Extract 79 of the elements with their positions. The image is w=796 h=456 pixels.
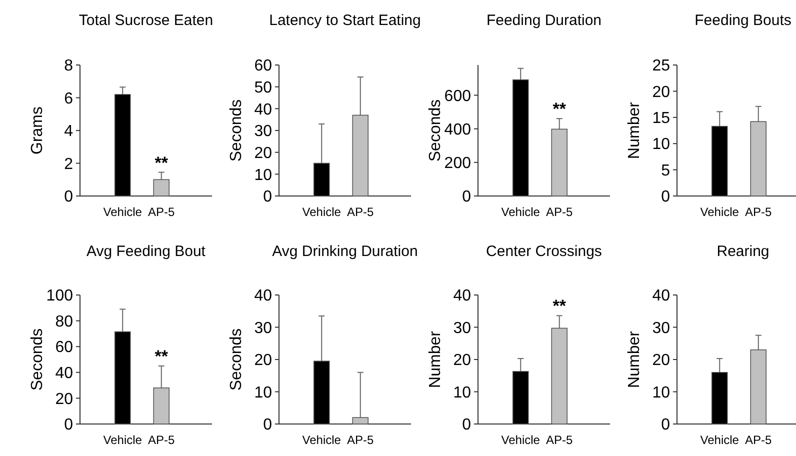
y-tick-label: 20 [254,352,272,370]
y-tick-label: 0 [263,188,272,206]
y-tick-label: 30 [652,320,670,337]
y-tick-label: 8 [64,58,74,75]
x-tick-label: AP-5 [745,433,772,447]
y-tick-label: 100 [46,288,74,305]
y-tick-label: 80 [55,313,74,330]
x-tick-label: Vehicle [700,433,740,447]
y-tick-label: 10 [254,166,272,184]
chart-title: Avg Feeding Bout [86,243,206,260]
y-tick-label: 40 [254,288,272,305]
x-tick-label: Vehicle [302,205,342,219]
annotation: ** [552,100,566,119]
y-tick-label: 60 [254,58,272,75]
y-tick-label: 2 [64,156,74,173]
y-tick-label: 60 [55,339,74,356]
y-tick-label: 0 [661,188,670,206]
y-tick-label: 0 [462,416,472,434]
y-axis-title: Number [427,330,444,388]
x-tick-label: Vehicle [302,433,342,447]
y-axis-title: Seconds [228,328,245,391]
y-tick-label: 0 [64,188,74,206]
y-axis-title: Number [626,330,643,388]
y-tick-label: 20 [652,352,670,370]
y-tick-label: 20 [254,144,272,162]
annotation: ** [154,153,168,172]
x-tick-label: Vehicle [501,205,540,219]
x-tick-label: AP-5 [347,433,374,447]
y-tick-label: 200 [444,155,472,172]
y-tick-label: 10 [254,384,272,402]
y-tick-label: 30 [254,320,272,337]
x-tick-label: Vehicle [103,433,142,447]
y-tick-label: 10 [453,384,472,402]
x-tick-label: Vehicle [700,205,740,219]
y-tick-label: 10 [652,136,670,154]
chart-title: Avg Drinking Duration [272,243,418,260]
y-tick-label: 0 [661,416,670,434]
y-axis-title: Grams [29,106,46,154]
y-tick-label: 600 [444,88,472,105]
y-tick-label: 25 [652,58,670,75]
y-tick-label: 20 [55,390,74,408]
x-tick-label: AP-5 [148,205,176,219]
y-tick-label: 0 [64,416,74,434]
x-tick-label: Vehicle [501,433,540,447]
y-tick-label: 400 [444,121,472,138]
y-tick-label: 0 [263,416,272,434]
y-tick-label: 6 [64,90,74,108]
y-tick-label: 20 [652,84,670,101]
x-tick-label: AP-5 [745,205,772,219]
annotation: ** [552,296,566,316]
chart-title: Feeding Duration [486,12,602,29]
x-tick-label: AP-5 [148,433,176,447]
y-tick-label: 0 [462,188,472,206]
y-tick-label: 40 [453,288,472,305]
annotation: ** [154,346,168,366]
y-tick-label: 50 [254,79,272,96]
x-tick-label: AP-5 [546,205,574,219]
y-tick-label: 40 [55,365,74,382]
chart-title: Rearing [716,243,770,260]
chart-title: Feeding Bouts [694,12,792,29]
chart-title: Latency to Start Eating [269,12,421,29]
y-tick-label: 5 [661,162,670,180]
y-tick-label: 15 [652,110,670,127]
chart-title: Center Crossings [486,243,602,260]
x-tick-label: AP-5 [347,205,374,219]
chart-title: Total Sucrose Eaten [78,12,214,29]
y-axis-title: Number [626,101,643,159]
y-axis-title: Seconds [228,99,245,162]
y-axis-title: Seconds [427,99,444,162]
x-tick-label: Vehicle [103,205,142,219]
y-tick-label: 30 [254,123,272,140]
y-tick-label: 4 [64,123,74,140]
y-tick-label: 30 [453,320,472,337]
y-tick-label: 40 [652,288,670,305]
y-tick-label: 10 [652,384,670,402]
y-tick-label: 20 [453,352,472,370]
x-tick-label: AP-5 [546,433,574,447]
y-tick-label: 40 [254,101,272,118]
y-axis-title: Seconds [29,328,46,391]
